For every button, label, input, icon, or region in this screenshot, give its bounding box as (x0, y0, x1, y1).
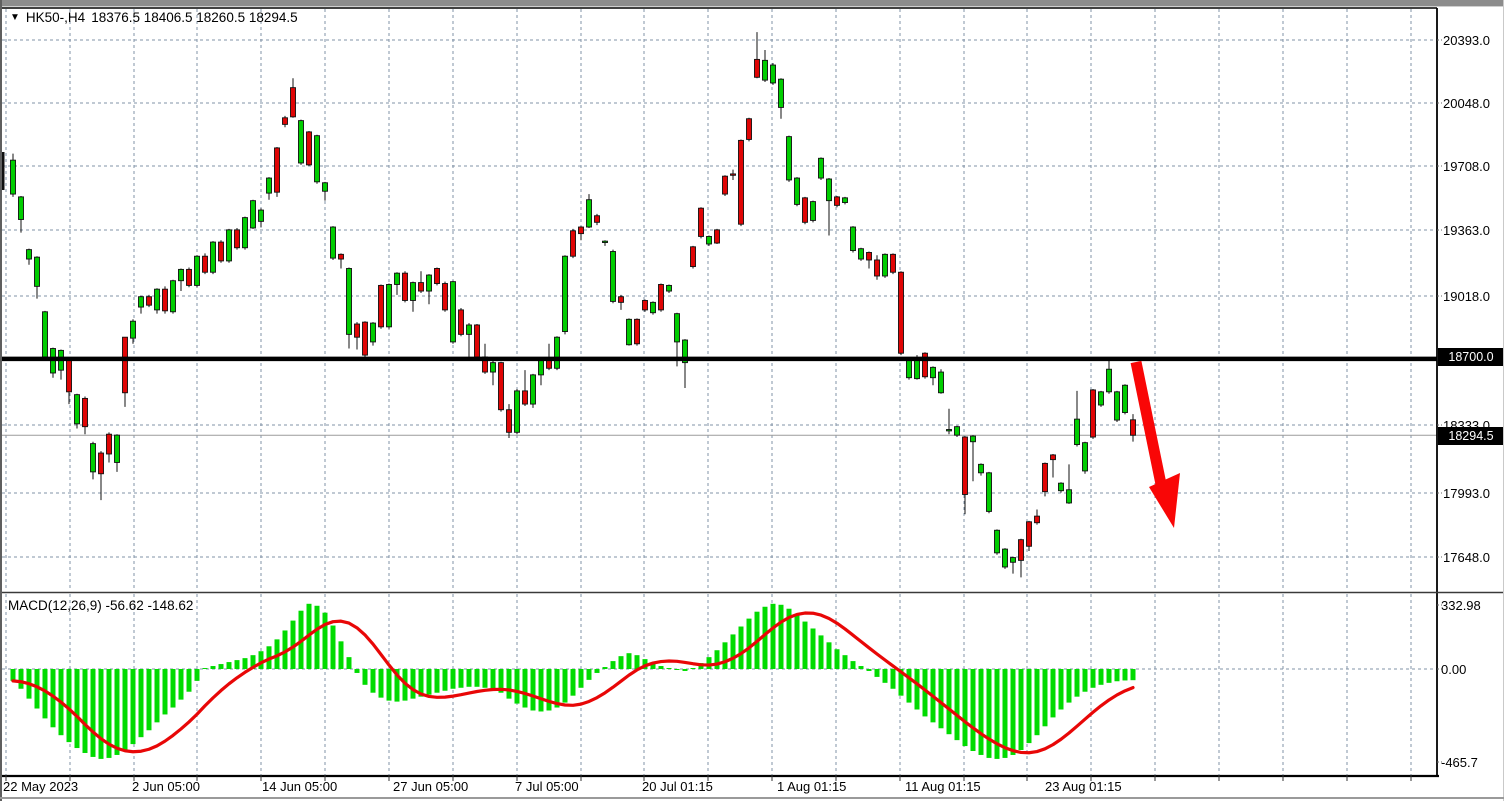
chart-title: ▼ HK50-,H4 18376.5 18406.5 18260.5 18294… (10, 10, 298, 25)
price-scale-label: 19708.0 (1443, 159, 1490, 174)
macd-scale-label: 0.00 (1441, 662, 1467, 677)
panel-borders (0, 7, 1504, 781)
candles-layer[interactable] (10, 32, 1136, 578)
time-scale-label: 7 Jul 05:00 (515, 779, 579, 794)
trendline-price-tag: 18700.0 (1438, 348, 1504, 366)
clipped-candle (1, 152, 5, 190)
window-left-edge (0, 0, 2, 801)
price-scale-label: 17648.0 (1443, 550, 1490, 565)
macd-indicator-label: MACD(12,26,9) -56.62 -148.62 (8, 598, 194, 613)
price-scale-label: 20048.0 (1443, 96, 1490, 111)
time-scale-label: 22 May 2023 (3, 779, 79, 794)
macd-signal-line (11, 611, 1135, 755)
time-scale-label: 23 Aug 01:15 (1045, 779, 1122, 794)
macd-scale-label: 332.98 (1441, 598, 1481, 613)
time-scale-label: 27 Jun 05:00 (393, 779, 469, 794)
symbol-timeframe-label: HK50-,H4 (25, 10, 86, 25)
ohlc-values-label: 18376.5 18406.5 18260.5 18294.5 (91, 10, 298, 25)
price-scale-label: 19018.0 (1443, 289, 1490, 304)
macd-scale-label: -465.7 (1441, 755, 1478, 770)
time-scale-label: 20 Jul 01:15 (642, 779, 713, 794)
time-scale-label: 1 Aug 01:15 (777, 779, 847, 794)
window-bottom-edge (0, 797, 1504, 799)
price-scale-label: 20393.0 (1443, 33, 1490, 48)
sell-arrow-annotation[interactable] (1130, 360, 1180, 528)
window-top-strip (0, 0, 1504, 7)
price-scale-label: 19363.0 (1443, 223, 1490, 238)
bid-price-tag: 18294.5 (1438, 427, 1504, 445)
time-scale-label: 14 Jun 05:00 (262, 779, 338, 794)
price-scale-label: 17993.0 (1443, 486, 1490, 501)
macd-layer[interactable] (10, 603, 1136, 759)
time-scale-label: 11 Aug 01:15 (905, 779, 981, 794)
time-scale-label: 2 Jun 05:00 (132, 779, 200, 794)
triangle-down-icon: ▼ (10, 11, 20, 23)
